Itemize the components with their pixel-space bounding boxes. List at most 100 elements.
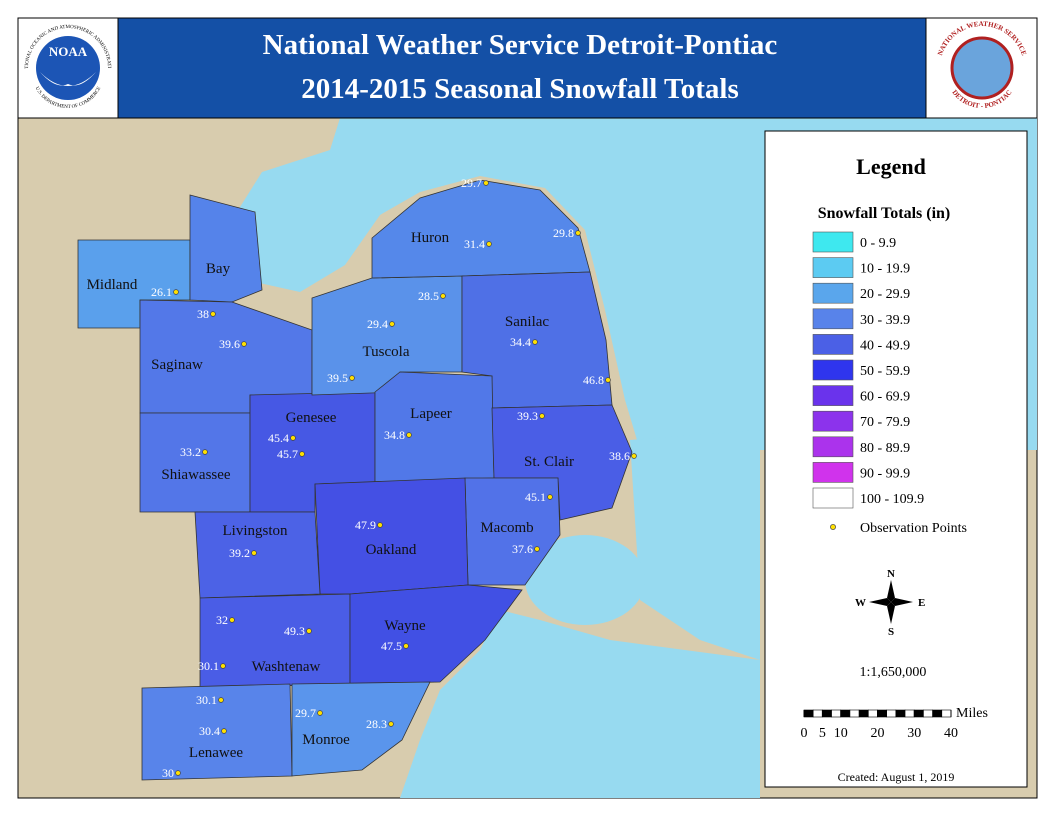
legend-points-label: Observation Points — [860, 521, 967, 536]
scale-tick-label: 40 — [944, 726, 958, 741]
observation-point — [534, 546, 540, 552]
observation-point — [173, 289, 179, 295]
observation-label: 34.4 — [510, 335, 531, 349]
county-label: Sanilac — [505, 314, 549, 330]
scale-segment — [840, 709, 851, 718]
compass-arrow — [891, 598, 913, 606]
observation-point — [575, 230, 581, 236]
legend-items: 0 - 9.9 10 - 19.9 20 - 29.9 30 - 39.9 40 - 4… — [812, 231, 924, 509]
county-label: Saginaw — [151, 357, 203, 373]
title: National Weather Service Detroit-Pontiac — [263, 29, 778, 61]
scale-segment — [812, 709, 823, 718]
observation-point — [202, 449, 208, 455]
observation-point — [631, 453, 637, 459]
legend-label: 40 - 49.9 — [860, 338, 910, 353]
observation-point — [218, 697, 224, 703]
counties — [77, 179, 633, 781]
observation-label: 30.1 — [198, 659, 219, 673]
observation-label: 30 — [162, 766, 174, 780]
county — [291, 681, 431, 777]
observation-label: 29.7 — [461, 176, 482, 190]
county-label: Midland — [87, 277, 138, 293]
observation-label: 30.1 — [196, 693, 217, 707]
observation-point — [403, 643, 409, 649]
scale-segment — [858, 709, 869, 718]
legend-label: 20 - 29.9 — [860, 287, 910, 302]
subtitle: 2014-2015 Seasonal Snowfall Totals — [301, 73, 739, 105]
scale-tick-label: 10 — [834, 726, 848, 741]
observation-point — [241, 341, 247, 347]
observation-label: 37.6 — [512, 542, 533, 556]
scale-segment — [803, 709, 814, 718]
observation-label: 47.5 — [381, 639, 402, 653]
observation-label: 32 — [216, 613, 228, 627]
observation-point — [389, 321, 395, 327]
scale-segment — [895, 709, 906, 718]
legend-label: 30 - 39.9 — [860, 313, 910, 328]
legend-swatch — [812, 410, 854, 432]
compass-arrow — [887, 602, 895, 624]
scale-unit: Miles — [956, 706, 988, 721]
legend-swatch — [812, 257, 854, 278]
county-label: Livingston — [222, 523, 288, 539]
observation-point — [483, 180, 489, 186]
observation-label: 29.4 — [367, 317, 388, 331]
compass-w: W — [855, 597, 866, 609]
observation-point — [532, 339, 538, 345]
county-label: Huron — [411, 230, 450, 246]
legend-swatch — [812, 282, 854, 304]
legend-swatch — [812, 231, 854, 253]
legend-label: 0 - 9.9 — [860, 236, 896, 251]
legend-swatch — [812, 487, 854, 509]
scale-segment — [941, 709, 952, 718]
legend-swatch — [812, 436, 854, 458]
observation-point — [539, 413, 545, 419]
legend-title: Legend — [856, 154, 926, 179]
lake-erie — [400, 430, 760, 798]
header-bar — [17, 17, 1038, 119]
observation-point — [299, 451, 305, 457]
compass: N S E W — [855, 568, 925, 638]
observation-label: 30.4 — [199, 724, 220, 738]
county-label: Oakland — [366, 542, 417, 558]
legend-point-symbol — [830, 524, 837, 531]
observation-label: 34.8 — [384, 428, 405, 442]
observation-point — [349, 375, 355, 381]
observation-label: 46.8 — [583, 373, 604, 387]
observation-label: 45.4 — [268, 431, 289, 445]
scale-tick-label: 20 — [871, 726, 885, 741]
legend-label: 100 - 109.9 — [860, 492, 924, 507]
observation-point — [251, 550, 257, 556]
observation-label: 26.1 — [151, 285, 172, 299]
observation-point — [605, 377, 611, 383]
county-label: Shiawassee — [161, 467, 230, 483]
county-label: Macomb — [480, 520, 533, 536]
scale-segment — [886, 709, 897, 718]
observation-point — [377, 522, 383, 528]
compass-n: N — [887, 568, 895, 580]
legend-label: 60 - 69.9 — [860, 390, 910, 405]
observation-label: 28.3 — [366, 717, 387, 731]
legend-swatch — [812, 462, 854, 483]
scale-bar: 0 5 10 20 30 40 — [801, 709, 958, 741]
observation-point — [388, 721, 394, 727]
lake-st-clair — [525, 535, 645, 625]
observation-point — [317, 710, 323, 716]
scale-segment — [877, 709, 887, 718]
county-label: Lenawee — [189, 745, 243, 761]
legend-label: 80 - 89.9 — [860, 441, 910, 456]
noaa-gull — [40, 72, 96, 86]
legend-swatch — [812, 308, 854, 330]
observation-label: 45.7 — [277, 447, 298, 461]
county-label: Genesee — [286, 410, 337, 426]
legend-swatch — [812, 334, 854, 355]
county — [194, 511, 321, 599]
scale-tick-label: 0 — [801, 726, 808, 741]
county — [189, 194, 263, 303]
noaa-name: NOAA — [49, 44, 88, 59]
county — [139, 412, 251, 513]
legend-subtitle: Snowfall Totals (in) — [818, 205, 950, 222]
observation-point — [290, 435, 296, 441]
observation-label: 39.5 — [327, 371, 348, 385]
